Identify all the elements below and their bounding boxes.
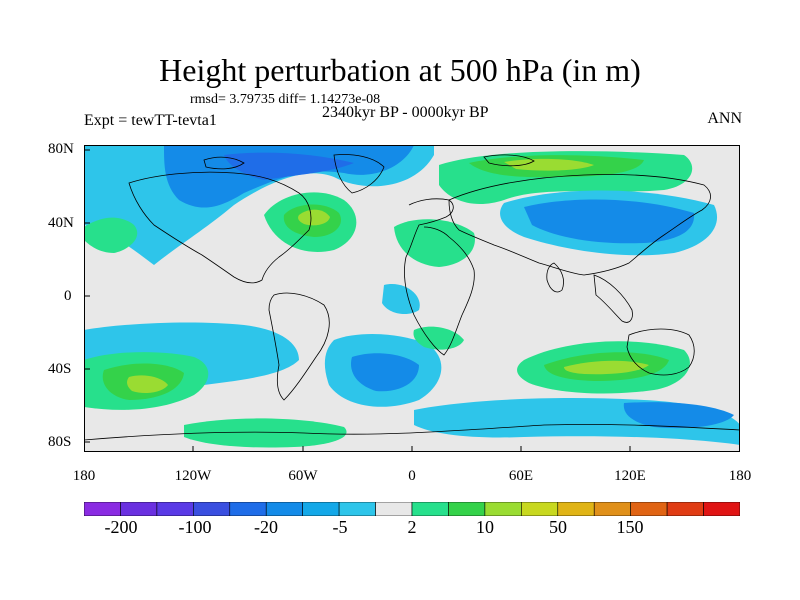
lon-label-60e: 60E <box>508 468 534 484</box>
colorbar-box <box>521 502 559 516</box>
mideast-positive <box>394 219 475 267</box>
colorbar-box <box>338 502 376 516</box>
colorbar-box <box>557 502 595 516</box>
pacific-sector-negative <box>382 284 420 315</box>
colorbar-label-150: 150 <box>616 517 644 537</box>
colorbar-label-minus20: -20 <box>254 517 278 537</box>
lon-label-180w: 180 <box>72 468 96 484</box>
season-label: ANN <box>707 110 742 127</box>
colorbar-box <box>375 502 413 516</box>
lat-label-80n: 80N <box>48 141 74 157</box>
map-title: Height perturbation at 500 hPa (in m) <box>159 52 641 88</box>
west-pacific-positive <box>84 217 138 253</box>
colorbar-box <box>484 502 522 516</box>
lon-label-60w: 60W <box>288 468 318 484</box>
colorbar-box <box>229 502 267 516</box>
colorbar-box <box>666 502 704 516</box>
axis-ticks <box>84 149 740 452</box>
asia-pacific-strong-negative <box>524 199 695 244</box>
lat-label-80s: 80S <box>48 434 72 450</box>
eurasia-peak <box>504 158 594 171</box>
arctic-strong-negative <box>164 145 414 208</box>
rmsd-diff-stats: rmsd= 3.79735 diff= 1.14273e-08 <box>190 92 381 107</box>
colorbar-box <box>302 502 340 516</box>
colorbar-box <box>193 502 231 516</box>
lat-label-40s: 40S <box>48 361 72 377</box>
antarctic-positive <box>184 418 347 448</box>
colorbar-label-minus200: -200 <box>104 517 138 537</box>
height-perturbation-map <box>84 145 740 452</box>
colorbar-box <box>630 502 668 516</box>
colorbar <box>84 502 740 516</box>
southern-ocean-strong-negative <box>623 402 734 429</box>
lon-label-120w: 120W <box>174 468 212 484</box>
colorbar-box <box>703 502 740 516</box>
colorbar-label-10: 10 <box>476 517 494 537</box>
colorbar-label-minus100: -100 <box>178 517 212 537</box>
colorbar-box <box>411 502 449 516</box>
contour-fill-layer <box>84 145 740 448</box>
colorbar-box <box>448 502 486 516</box>
colorbar-label-50: 50 <box>549 517 567 537</box>
colorbar-box <box>593 502 631 516</box>
lat-label-0: 0 <box>64 288 72 304</box>
colorbar-box <box>156 502 194 516</box>
colorbar-label-2: 2 <box>407 517 417 537</box>
south-atlantic-strong-negative <box>351 353 419 392</box>
colorbar-box <box>265 502 303 516</box>
arctic-core-negative <box>224 152 354 180</box>
lon-label-0: 0 <box>408 468 416 484</box>
colorbar-box <box>120 502 158 516</box>
north-atlantic-peak <box>298 209 330 226</box>
experiment-label: Expt = tewTT-tevta1 <box>84 112 217 129</box>
coastlines <box>84 154 740 441</box>
indian-ocean-peak <box>564 360 649 375</box>
south-pacific-peak <box>127 375 168 393</box>
colorbar-box <box>84 502 121 516</box>
lon-label-120e: 120E <box>614 468 646 484</box>
colorbar-label-minus5: -5 <box>332 517 348 537</box>
lat-label-40n: 40N <box>48 215 74 231</box>
tropical-positive-patch <box>413 326 464 350</box>
period-label: 2340kyr BP - 0000kyr BP <box>322 104 489 121</box>
lon-label-180e: 180 <box>728 468 752 484</box>
